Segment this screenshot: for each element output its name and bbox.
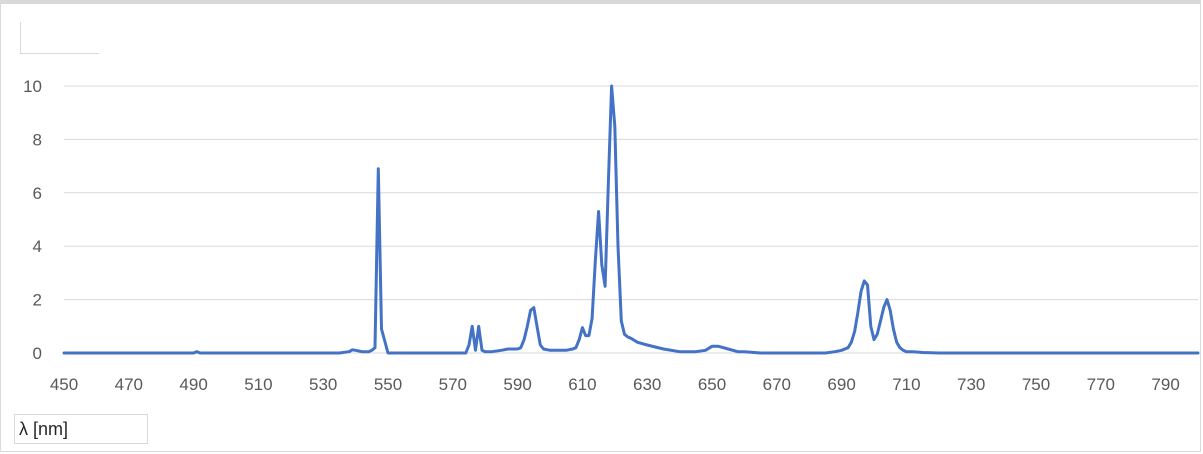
x-tick-label: 450 (50, 375, 78, 394)
series-line (62, 84, 1200, 355)
y-tick-label: 2 (33, 291, 42, 310)
y-tick-label: 0 (33, 344, 42, 363)
x-tick-label: 590 (503, 375, 531, 394)
y-axis-ticks: 0 2 4 6 8 10 (23, 77, 42, 363)
x-tick-label: 530 (309, 375, 337, 394)
x-tick-label: 770 (1087, 375, 1115, 394)
x-tick-label: 690 (827, 375, 855, 394)
x-tick-label: 470 (115, 375, 143, 394)
gridlines (64, 85, 1198, 301)
x-tick-label: 570 (439, 375, 467, 394)
x-tick-label: 510 (244, 375, 272, 394)
x-tick-label: 490 (179, 375, 207, 394)
x-tick-label: 630 (633, 375, 661, 394)
x-tick-label: 650 (698, 375, 726, 394)
x-tick-label: 710 (892, 375, 920, 394)
x-tick-label: 610 (568, 375, 596, 394)
y-tick-label: 4 (33, 237, 42, 256)
y-tick-label: 6 (33, 184, 42, 203)
y-tick-label: 10 (23, 77, 42, 96)
y-tick-label: 8 (33, 130, 42, 149)
x-tick-label: 730 (957, 375, 985, 394)
x-axis-label[interactable]: λ [nm] (14, 414, 148, 444)
x-tick-label: 790 (1151, 375, 1179, 394)
x-tick-label: 550 (374, 375, 402, 394)
x-tick-label: 670 (763, 375, 791, 394)
x-tick-label: 750 (1022, 375, 1050, 394)
chart-title-placeholder[interactable] (20, 22, 99, 54)
x-axis-ticks: 450 470 490 510 530 550 570 590 610 630 650 670 690 7… (50, 375, 1180, 394)
